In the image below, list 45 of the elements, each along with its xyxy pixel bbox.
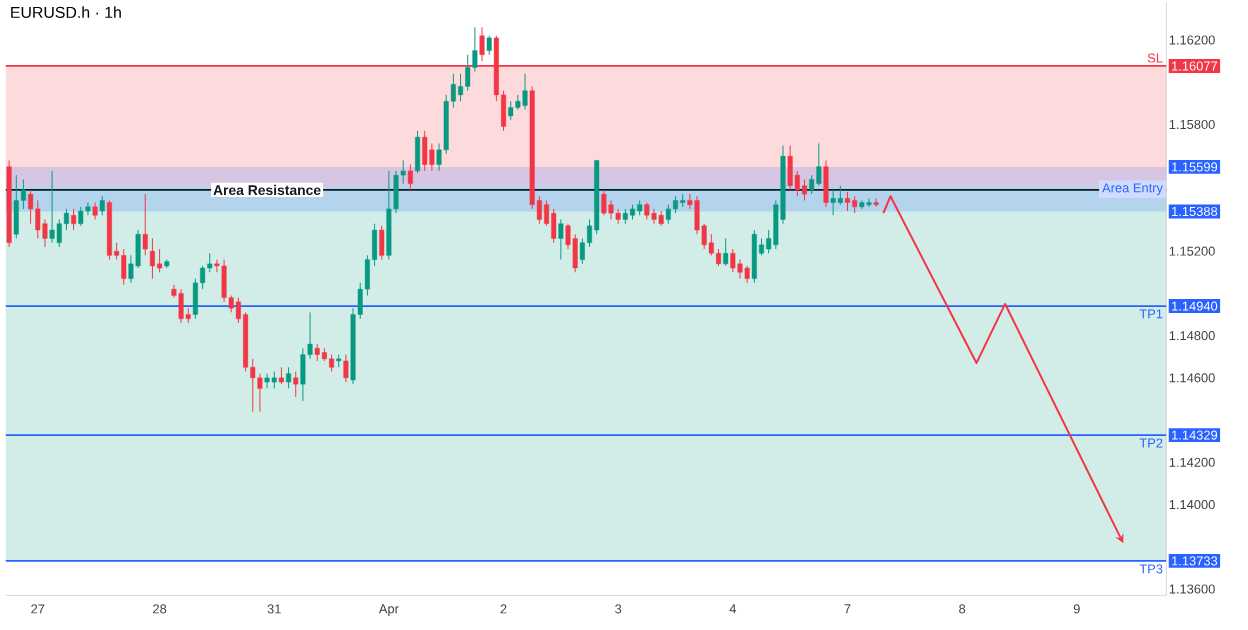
candlestick: [386, 170, 392, 261]
candlestick: [873, 198, 879, 208]
candlestick: [844, 191, 850, 212]
candlestick: [49, 170, 55, 244]
candlestick: [508, 101, 514, 122]
candlestick: [458, 73, 464, 103]
candlestick: [429, 143, 435, 172]
candlestick: [221, 259, 227, 303]
candlestick: [608, 200, 614, 221]
candlestick: [13, 175, 19, 240]
candlestick: [730, 248, 736, 274]
candlestick: [837, 185, 843, 206]
candlestick: [522, 73, 528, 111]
candlestick: [802, 179, 807, 202]
candlestick: [486, 35, 492, 56]
candlestick: [558, 219, 564, 261]
candlestick: [665, 204, 671, 225]
candlestick: [35, 200, 41, 240]
candlestick: [99, 196, 105, 217]
candlestick: [751, 229, 757, 284]
candlestick: [78, 206, 84, 227]
candlestick: [178, 289, 184, 324]
candlestick: [723, 238, 729, 267]
candlestick: [157, 248, 163, 274]
candlestick: [264, 373, 270, 390]
candlestick: [816, 143, 822, 187]
candlestick: [830, 189, 836, 217]
candlestick: [651, 208, 657, 225]
candlestick: [787, 145, 793, 191]
candlestick: [343, 354, 349, 383]
candlestick: [257, 373, 263, 413]
candlestick: [379, 225, 385, 261]
candlestick: [71, 208, 77, 231]
candlestick: [121, 248, 127, 286]
candlestick: [422, 130, 428, 172]
candlestick: [737, 259, 743, 280]
candlestick: [601, 189, 607, 217]
candlestick: [293, 371, 299, 398]
candlestick: [85, 202, 91, 217]
candlestick: [286, 367, 292, 390]
candlestick: [407, 164, 413, 191]
candlestick: [479, 27, 485, 63]
candlestick: [551, 208, 557, 244]
candlestick: [415, 130, 421, 174]
candlestick: [823, 160, 829, 208]
